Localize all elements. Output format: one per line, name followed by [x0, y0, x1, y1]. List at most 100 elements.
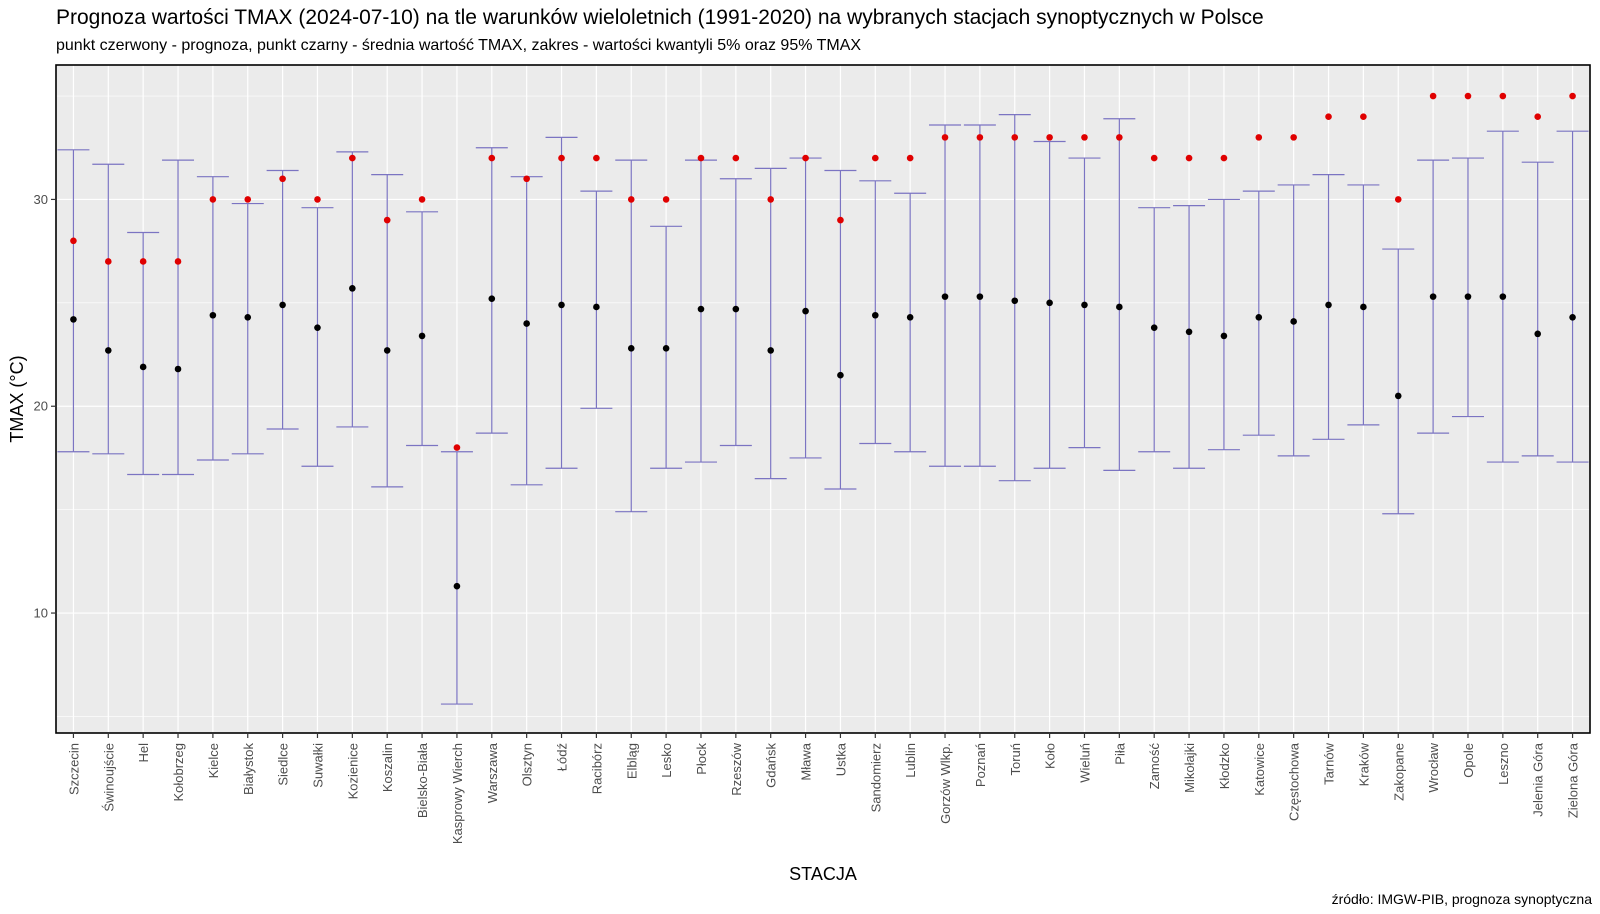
- mean-point: [1534, 330, 1542, 338]
- mean-point: [558, 301, 565, 309]
- x-tick-label: Łódź: [555, 743, 570, 771]
- mean-point: [1464, 293, 1472, 300]
- forecast-point: [244, 196, 252, 203]
- mean-point: [1220, 332, 1228, 340]
- forecast-point: [1325, 113, 1332, 121]
- forecast-point: [802, 154, 809, 162]
- errorbar: [1556, 130, 1589, 463]
- forecast-point: [418, 196, 426, 203]
- errorbar: [1521, 161, 1554, 457]
- forecast-point: [976, 134, 984, 141]
- forecast-point: [1255, 134, 1263, 141]
- errorbar: [162, 159, 195, 476]
- errorbar: [475, 147, 508, 434]
- mean-point: [244, 314, 252, 321]
- x-tick-label: Jelenia Góra: [1531, 742, 1546, 816]
- forecast-point: [871, 154, 879, 162]
- forecast-point: [1220, 154, 1228, 162]
- plot-panel: [56, 65, 1590, 733]
- x-tick-label: Bielsko-Biała: [415, 742, 430, 818]
- forecast-point: [1394, 196, 1402, 203]
- x-tick-label: Katowice: [1252, 743, 1267, 796]
- forecast-point: [1429, 92, 1437, 100]
- x-tick-label: Kielce: [206, 743, 221, 778]
- x-tick-label: Suwałki: [310, 743, 325, 788]
- mean-point: [1116, 303, 1123, 311]
- forecast-point: [662, 196, 670, 203]
- errorbar: [371, 174, 404, 488]
- mean-point: [1569, 314, 1576, 321]
- forecast-point: [139, 258, 147, 265]
- mean-point: [1255, 314, 1263, 321]
- mean-point: [349, 285, 356, 292]
- errorbar: [824, 169, 857, 490]
- chart-title: Prognoza wartości TMAX (2024-07-10) na t…: [56, 6, 1264, 29]
- mean-point: [1150, 324, 1158, 331]
- x-tick-label: Sandomierz: [868, 743, 883, 812]
- y-axis-label: TMAX (°C): [7, 355, 27, 442]
- mean-point: [906, 314, 914, 321]
- forecast-point: [1569, 92, 1576, 100]
- errorbar: [615, 159, 648, 513]
- forecast-point: [453, 444, 461, 451]
- x-tick-label: Zielona Góra: [1566, 742, 1581, 818]
- x-tick-label: Lesko: [659, 743, 674, 778]
- errorbar: [1173, 205, 1206, 469]
- x-tick-label: Toruń: [1008, 743, 1023, 776]
- forecast-point: [70, 237, 77, 245]
- errorbar: [127, 231, 160, 476]
- errorbar: [1451, 157, 1484, 418]
- mean-point: [1011, 297, 1019, 305]
- x-tick-label: Gorzów Wlkp.: [938, 743, 953, 824]
- x-tick-label: Poznań: [973, 743, 988, 787]
- mean-point: [802, 307, 809, 315]
- mean-point: [697, 305, 705, 313]
- errorbar: [266, 169, 299, 430]
- forecast-point: [732, 154, 740, 162]
- mean-point: [941, 293, 949, 300]
- forecast-point: [941, 134, 949, 141]
- errorbar: [406, 211, 439, 447]
- mean-point: [732, 305, 740, 313]
- x-tick-label: Elbląg: [624, 743, 639, 779]
- forecast-point: [593, 154, 600, 162]
- errorbar: [1382, 248, 1415, 515]
- x-tick-label: Wrocław: [1426, 742, 1441, 792]
- y-tick-label: 20: [34, 399, 48, 414]
- x-axis-label: STACJA: [789, 864, 857, 884]
- x-tick-label: Tarnów: [1322, 742, 1337, 785]
- forecast-point: [558, 154, 565, 162]
- errorbar: [754, 167, 787, 480]
- mean-point: [523, 320, 530, 327]
- x-tick-label: Kozienice: [345, 743, 360, 799]
- x-tick-label: Olsztyn: [520, 743, 535, 786]
- x-tick-label: Szczecin: [66, 743, 81, 795]
- x-tick-label: Kraków: [1356, 742, 1371, 786]
- mean-point: [104, 347, 112, 354]
- x-tick-label: Kołobrzeg: [171, 743, 186, 802]
- y-tick-label: 30: [34, 192, 48, 207]
- mean-point: [1325, 301, 1332, 309]
- x-tick-label: Ustka: [833, 742, 848, 776]
- forecast-point: [1360, 113, 1367, 121]
- forecast-point: [488, 154, 496, 162]
- x-tick-label: Gdańsk: [764, 743, 779, 788]
- x-tick-label: Opole: [1461, 743, 1476, 778]
- x-tick-label: Zakopane: [1391, 743, 1406, 801]
- mean-point: [174, 365, 182, 373]
- x-tick-label: Wieluń: [1077, 743, 1092, 783]
- x-tick-label: Leszno: [1496, 743, 1511, 785]
- forecast-point: [1534, 113, 1542, 121]
- x-tick-label: Racibórz: [589, 743, 604, 794]
- forecast-point: [349, 154, 356, 162]
- mean-point: [871, 311, 879, 319]
- mean-point: [976, 293, 984, 300]
- x-tick-label: Mława: [799, 742, 814, 780]
- errorbar: [92, 163, 125, 455]
- forecast-point: [1290, 134, 1297, 141]
- forecast-point: [279, 175, 286, 183]
- forecast-point: [209, 196, 217, 203]
- errorbar: [301, 207, 334, 467]
- mean-point: [383, 347, 391, 354]
- x-tick-label: Piła: [1112, 742, 1127, 764]
